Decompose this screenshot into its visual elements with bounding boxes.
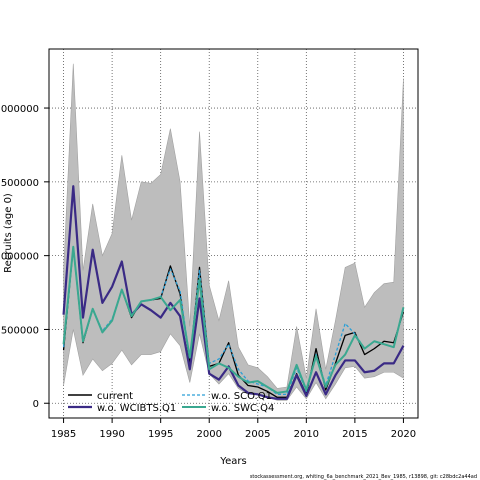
x-tick-label: 2000: [196, 429, 221, 440]
x-tick-label: 2015: [342, 429, 367, 440]
y-axis-title: Recruits (age 0): [3, 193, 14, 273]
y-tick-label: 1000000: [0, 252, 39, 263]
legend-label: w.o. WCIBTS.Q1: [97, 403, 176, 414]
axes: 1985 1990 1995 2000 2005 2010 2015 2020 0 500000 1…: [0, 104, 416, 440]
confidence-band-area: [63, 63, 404, 401]
y-tick-label: 0: [33, 399, 39, 410]
x-tick-label: 2020: [391, 429, 416, 440]
series-line-w-o-wcibts-q1: [62, 185, 405, 400]
series-lines: [62, 185, 405, 400]
y-tick-label: 1500000: [0, 178, 39, 189]
x-tick-label: 2005: [245, 429, 270, 440]
legend-label: current: [97, 391, 133, 402]
series-line-w-o-swc-q4: [62, 245, 405, 394]
y-tick-label: 2000000: [0, 104, 39, 115]
x-tick-label: 1985: [51, 429, 76, 440]
x-axis-title: Years: [219, 456, 246, 467]
x-tick-label: 1990: [99, 429, 124, 440]
y-tick-label: 500000: [1, 325, 39, 336]
x-tick-label: 1995: [148, 429, 173, 440]
footnote: stockassessment.org, whiting_6a_benchmar…: [250, 474, 477, 480]
confidence-band: [63, 63, 404, 401]
x-tick-label: 2010: [294, 429, 319, 440]
legend-label: w.o. SWC.Q4: [211, 403, 274, 414]
plot-frame: [48, 48, 419, 419]
legend-label: w.o. SCO.Q1: [211, 391, 272, 402]
